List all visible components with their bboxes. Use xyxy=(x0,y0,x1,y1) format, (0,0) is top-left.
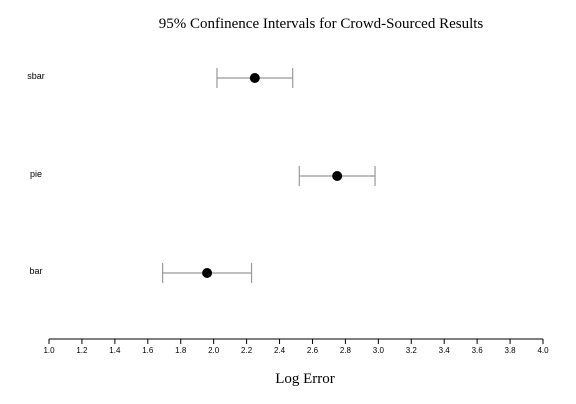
x-tick-label: 3.2 xyxy=(406,346,418,355)
category-label: sbar xyxy=(27,71,45,81)
mean-point xyxy=(202,268,213,278)
category-label: pie xyxy=(30,169,42,179)
x-tick-label: 3.6 xyxy=(472,346,484,355)
interval-row: sbar xyxy=(27,68,294,88)
x-tick-label: 1.2 xyxy=(76,346,88,355)
interval-rows: sbar pie bar xyxy=(27,68,376,283)
x-tick-label: 2.4 xyxy=(274,346,286,355)
x-axis-label: Log Error xyxy=(275,371,335,387)
x-tick-label: 2.0 xyxy=(208,346,220,355)
x-tick-label: 1.8 xyxy=(175,346,187,355)
chart-title: 95% Confinence Intervals for Crowd-Sourc… xyxy=(159,16,484,32)
mean-point xyxy=(249,73,260,83)
x-axis-ticks: 1.0 1.2 1.4 1.6 1.8 2.0 2.2 2.4 2.6 2.8 3.0 3.2 3.4 3… xyxy=(43,339,549,355)
x-tick-label: 1.6 xyxy=(142,346,154,355)
x-tick-label: 2.6 xyxy=(307,346,319,355)
x-tick-label: 1.0 xyxy=(43,346,55,355)
x-tick-label: 2.2 xyxy=(241,346,253,355)
interval-row: pie xyxy=(30,166,376,186)
category-label: bar xyxy=(29,266,42,276)
x-tick-label: 3.8 xyxy=(505,346,517,355)
x-tick-label: 2.8 xyxy=(340,346,352,355)
x-tick-label: 1.4 xyxy=(109,346,121,355)
x-tick-label: 3.4 xyxy=(439,346,451,355)
mean-point xyxy=(332,171,343,181)
interval-row: bar xyxy=(29,263,253,283)
x-tick-label: 4.0 xyxy=(537,346,549,355)
x-tick-label: 3.0 xyxy=(373,346,385,355)
x-axis: 1.0 1.2 1.4 1.6 1.8 2.0 2.2 2.4 2.6 2.8 3.0 3.2 3.4 3… xyxy=(43,338,549,355)
